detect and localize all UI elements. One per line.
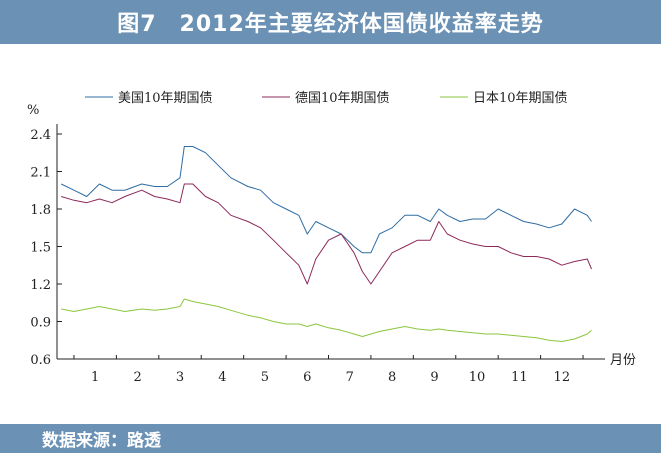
- series-group: [61, 147, 591, 342]
- x-tick-label: 4: [218, 370, 226, 385]
- series-line: [61, 147, 591, 253]
- x-tick-label: 2: [133, 370, 141, 385]
- line-chart: 美国10年期国债 德国10年期国债 日本10年期国债 % 0.6 0.9 1.2 1.5 1.…: [0, 44, 661, 424]
- legend-label: 日本10年期国债: [473, 91, 568, 106]
- x-tick-label: 5: [261, 370, 269, 385]
- y-tick-label: 2.4: [30, 128, 51, 143]
- series-line: [61, 299, 591, 342]
- y-tick-label: 1.8: [30, 203, 51, 218]
- legend: 美国10年期国债 德国10年期国债 日本10年期国债: [85, 91, 568, 106]
- y-tick-label: 2.1: [30, 166, 51, 181]
- y-tick-label: 1.5: [30, 241, 51, 256]
- x-tick-label: 11: [511, 370, 528, 385]
- x-tick-label: 3: [176, 370, 184, 385]
- legend-label: 德国10年期国债: [295, 91, 390, 106]
- x-axis-unit: 月份: [610, 353, 636, 368]
- y-tick-label: 0.9: [30, 316, 51, 331]
- x-tick-label: 6: [303, 370, 311, 385]
- legend-label: 美国10年期国债: [118, 91, 213, 106]
- chart-area: 美国10年期国债 德国10年期国债 日本10年期国债 % 0.6 0.9 1.2 1.5 1.…: [0, 44, 661, 424]
- x-tick-label: 1: [91, 370, 99, 385]
- x-tick-label: 7: [346, 370, 354, 385]
- data-source: 数据来源：路透: [0, 424, 661, 453]
- y-tick-label: 1.2: [30, 278, 51, 293]
- series-line: [61, 184, 591, 284]
- x-tick-label: 12: [554, 370, 571, 385]
- y-axis-unit: %: [27, 103, 39, 118]
- figure-title: 图7 2012年主要经济体国债收益率走势: [0, 0, 661, 44]
- x-tick-label: 10: [469, 370, 486, 385]
- x-tick-label: 8: [388, 370, 396, 385]
- y-tick-label: 0.6: [30, 353, 51, 368]
- x-tick-label: 9: [430, 370, 438, 385]
